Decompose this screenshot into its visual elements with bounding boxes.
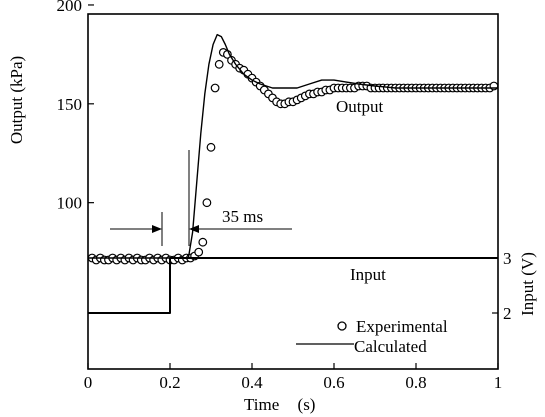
legend-calculated-label: Calculated [354, 337, 427, 356]
series-layer [87, 33, 499, 314]
input-label: Input [350, 265, 386, 284]
legend-experimental-label: Experimental [356, 317, 448, 336]
plot-frame [87, 13, 499, 370]
y-right-tick-label: 2 [503, 304, 512, 323]
y-axis-left-title: Output (kPa) [7, 56, 26, 144]
x-tick-label: 1 [494, 373, 503, 392]
legend: Experimental Calculated [296, 317, 448, 356]
output-label: Output [336, 97, 384, 116]
y-right-tick-label: 3 [503, 249, 512, 268]
experimental-point [198, 237, 208, 247]
y-left-tick-label: 150 [57, 95, 83, 114]
x-tick-label: 0.2 [159, 373, 180, 392]
delay-label: 35 ms [222, 207, 263, 226]
x-tick-label: 0.6 [323, 373, 344, 392]
series-input-step [88, 257, 498, 314]
x-axis-title-word: Time [244, 395, 279, 414]
delay-annotation: 35 ms [110, 150, 292, 246]
x-tick-label: 0 [84, 373, 93, 392]
y-left-tick-label: 100 [57, 194, 83, 213]
x-tick-label: 0.8 [405, 373, 426, 392]
experimental-point [202, 198, 212, 208]
x-tick-label: 0.4 [241, 373, 263, 392]
experimental-point [206, 142, 216, 152]
legend-experimental-marker [337, 321, 347, 331]
delay-arrowhead-left [152, 225, 162, 233]
x-axis-title: Time (s) [244, 395, 315, 414]
series-experimental [87, 48, 499, 265]
experimental-point [194, 247, 204, 257]
x-axis-title-unit: (s) [298, 395, 316, 414]
y-left-tick-label: 200 [57, 0, 83, 15]
series-calculated-line [88, 33, 498, 259]
y-axis-right-title: Input (V) [518, 252, 537, 316]
experimental-point [210, 83, 220, 93]
delay-arrowhead-right [189, 225, 199, 233]
experimental-point [214, 59, 224, 69]
